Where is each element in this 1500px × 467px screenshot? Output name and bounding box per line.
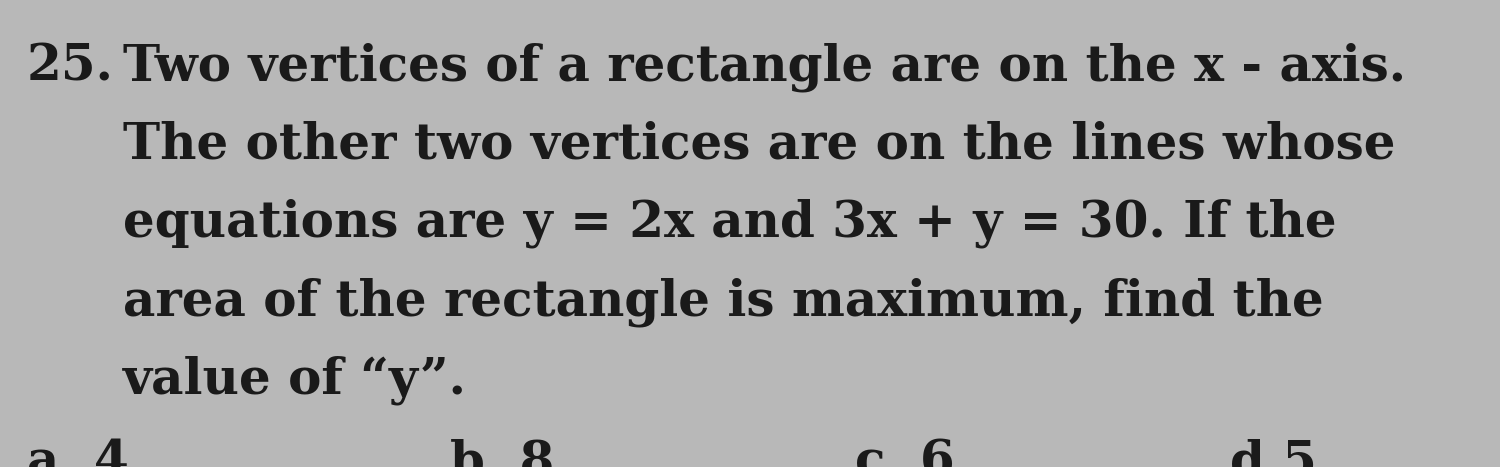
Text: The other two vertices are on the lines whose: The other two vertices are on the lines … <box>123 120 1395 170</box>
Text: a. 4: a. 4 <box>27 439 129 467</box>
Text: Two vertices of a rectangle are on the x - axis.: Two vertices of a rectangle are on the x… <box>123 42 1406 92</box>
Text: d.5: d.5 <box>1230 439 1317 467</box>
Text: equations are y = 2x and 3x + y = 30. If the: equations are y = 2x and 3x + y = 30. If… <box>123 199 1336 248</box>
Text: b. 8: b. 8 <box>450 439 555 467</box>
Text: area of the rectangle is maximum, find the: area of the rectangle is maximum, find t… <box>123 277 1323 327</box>
Text: value of “y”.: value of “y”. <box>123 356 466 405</box>
Text: c. 6: c. 6 <box>855 439 954 467</box>
Text: 25.: 25. <box>27 42 114 91</box>
